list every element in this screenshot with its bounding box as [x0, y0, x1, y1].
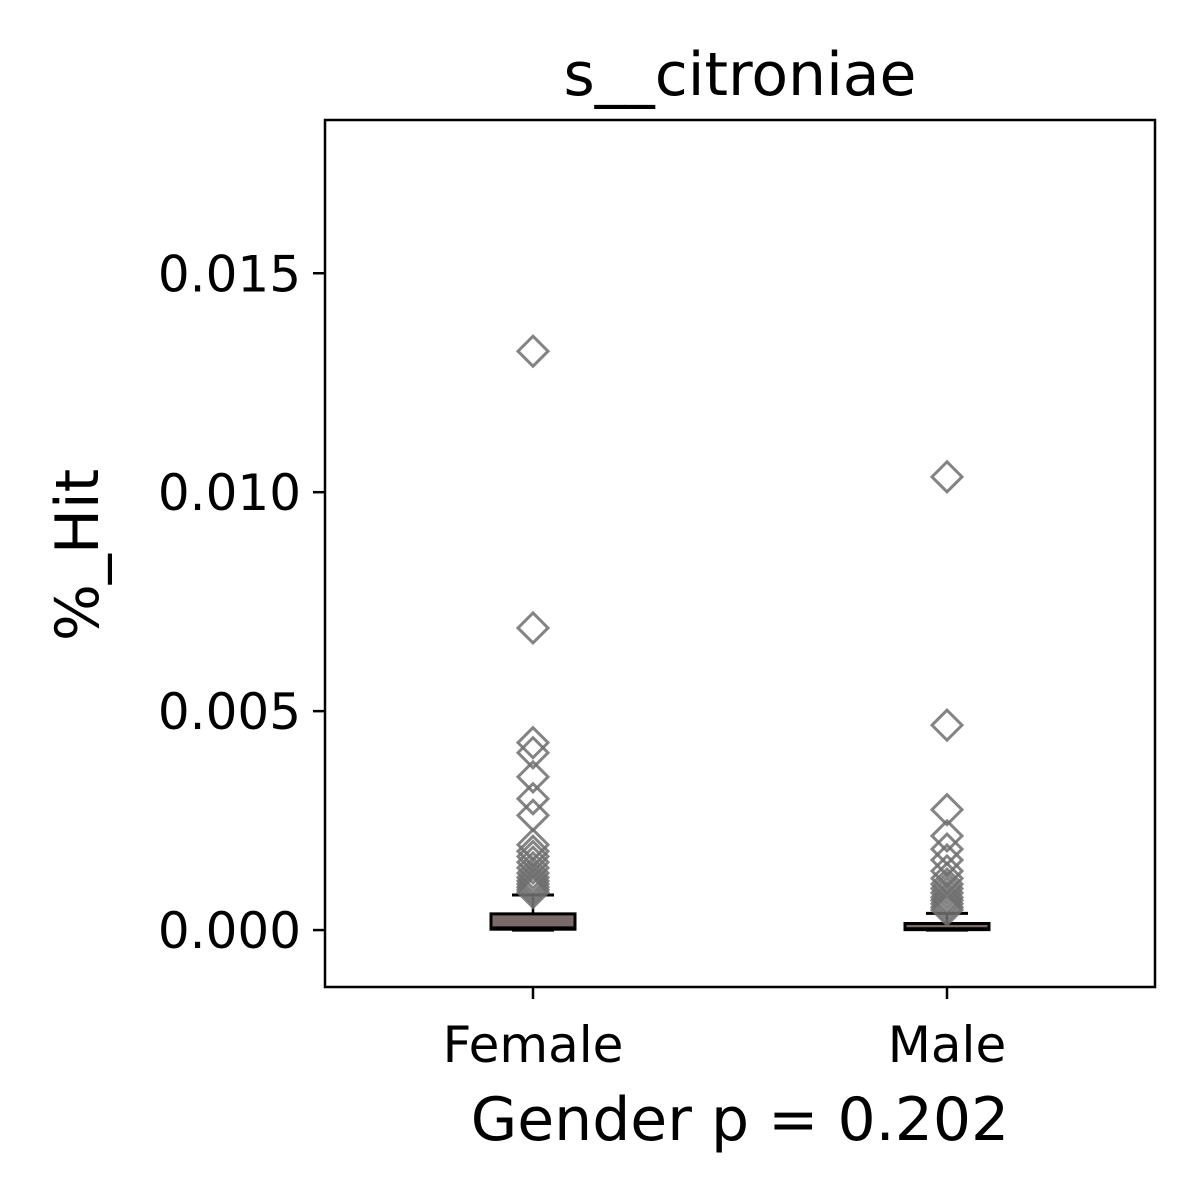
- y-axis-label: %_Hit: [43, 469, 113, 641]
- outlier-point: [929, 890, 965, 925]
- outlier-point: [929, 459, 965, 494]
- outlier-point: [929, 892, 965, 928]
- outlier-point: [929, 818, 965, 854]
- outlier-point: [515, 866, 551, 902]
- box-group-male: [903, 459, 991, 932]
- x-tick-label: Female: [443, 1016, 624, 1074]
- plot-frame: [323, 118, 1157, 989]
- outlier-point: [929, 886, 965, 921]
- outlier-point: [515, 781, 551, 816]
- outlier-point: [515, 860, 551, 895]
- outlier-point: [929, 866, 965, 902]
- outlier-point: [929, 875, 965, 910]
- outlier-point: [515, 850, 551, 886]
- y-tick-label: 0.005: [158, 683, 301, 741]
- outlier-point: [515, 735, 551, 770]
- y-tick-label: 0.010: [158, 464, 301, 522]
- outlier-point: [929, 792, 965, 827]
- outlier-point: [929, 708, 965, 743]
- x-axis-label: Gender p = 0.202: [471, 1085, 1009, 1155]
- y-tick-label: 0.000: [158, 902, 301, 960]
- outlier-point: [515, 610, 551, 646]
- outlier-point: [515, 856, 551, 891]
- outlier-point: [515, 863, 551, 899]
- box-group-female: [489, 334, 577, 932]
- x-tick-label: Male: [888, 1016, 1006, 1074]
- outlier-point: [515, 872, 551, 907]
- outlier-point: [929, 883, 965, 918]
- chart-title: s__citroniae: [564, 40, 917, 110]
- outlier-point: [515, 870, 551, 905]
- plot-area: [489, 334, 991, 932]
- outlier-point: [929, 880, 965, 915]
- outlier-point: [929, 871, 965, 906]
- outlier-point: [515, 759, 551, 794]
- outlier-point: [515, 334, 551, 369]
- outlier-point: [515, 875, 551, 910]
- y-tick-label: 0.015: [158, 245, 301, 303]
- outlier-point: [515, 725, 551, 760]
